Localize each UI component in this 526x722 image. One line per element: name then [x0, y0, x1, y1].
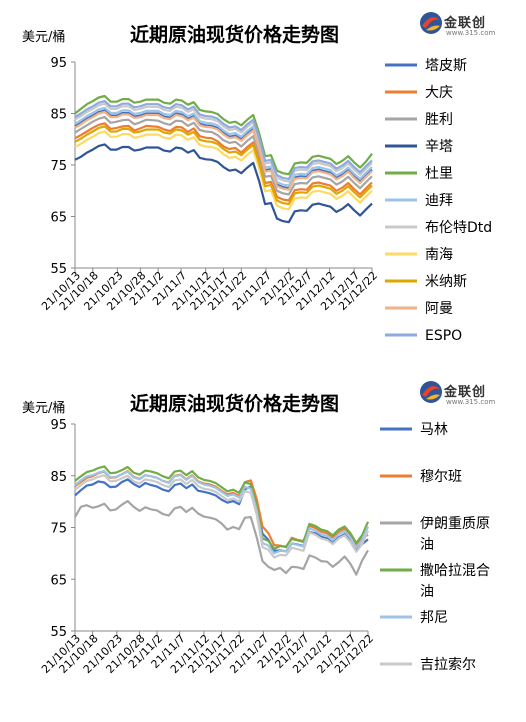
series-line-6	[74, 106, 373, 187]
y-tick-label: 75	[50, 159, 67, 174]
y-unit-label-2: 美元/桶	[22, 401, 66, 416]
series-line-5	[74, 94, 373, 176]
legend-label: 邦尼	[420, 610, 448, 626]
y-tick-label: 65	[50, 211, 67, 226]
logo-url: www.315.com	[446, 398, 496, 406]
y-tick-label: 65	[50, 573, 67, 588]
series-line-1	[74, 109, 373, 190]
legend-label-cont: 油	[420, 537, 434, 553]
legend-label: 布伦特Dtd	[425, 220, 492, 236]
legend-label: ESPO	[425, 328, 462, 344]
y-tick-label: 95	[50, 418, 67, 433]
y-unit-label-1: 美元/桶	[22, 30, 66, 45]
series-line-9	[74, 125, 373, 206]
line-chart-2: 556575859521/10/1321/10/1821/10/2321/10/…	[39, 418, 490, 676]
legend-label: 南海	[425, 247, 453, 263]
y-tick-label: 55	[50, 262, 67, 277]
legend-label: 马林	[420, 422, 448, 438]
y-tick-label: 85	[50, 470, 67, 485]
chart-title-2: 近期原油现货价格走势图	[130, 393, 340, 415]
logo-name: 金联创	[444, 385, 487, 400]
series-line-7	[74, 102, 373, 183]
legend-label: 迪拜	[425, 193, 453, 209]
logo-name: 金联创	[444, 16, 487, 31]
legend-label: 伊朗重质原	[420, 516, 490, 532]
legend-label: 撒哈拉混合	[420, 563, 490, 579]
brand-logo-2: 金联创 www.315.com	[418, 379, 508, 413]
series-line-4	[74, 143, 373, 224]
logo-icon	[420, 12, 442, 34]
series-line-8	[74, 130, 373, 211]
series-line-1	[74, 478, 369, 553]
series-line-4	[74, 465, 370, 550]
legend-label: 塔皮斯	[425, 58, 467, 74]
chart-panel-1: 近期原油现货价格走势图 美元/桶 金联创 www.315.com 55 65 75 8…	[22, 10, 508, 344]
y-tick-label: 85	[50, 108, 67, 123]
series-line-2	[74, 122, 373, 202]
series-line-3	[74, 115, 373, 196]
y-tick-label: 55	[50, 625, 67, 640]
logo-url: www.315.com	[446, 29, 496, 37]
legend-label: 吉拉索尔	[420, 656, 476, 673]
chart-panel-2: 近期原油现货价格走势图 美元/桶 金联创 www.315.com 55 65 75 8…	[0, 361, 526, 722]
series-line-10	[74, 110, 373, 191]
brand-logo-1: 金联创 www.315.com	[418, 10, 508, 44]
legend-label: 胜利	[425, 112, 453, 128]
logo-icon	[420, 381, 442, 403]
legend-label-cont: 油	[420, 584, 434, 600]
legend-label: 大庆	[425, 85, 453, 101]
chart-title-1: 近期原油现货价格走势图	[130, 24, 340, 46]
series-line-3	[74, 500, 369, 576]
y-tick-label: 75	[50, 522, 67, 537]
series-line-5	[74, 469, 370, 555]
legend-label: 米纳斯	[425, 274, 467, 290]
legend-label: 杜里	[425, 166, 453, 182]
legend-label: 阿曼	[425, 301, 453, 317]
y-tick-label: 95	[50, 56, 67, 71]
line-chart-1: 556575859521/10/1321/10/1821/10/2321/10/…	[39, 56, 492, 344]
series-line-11	[74, 99, 373, 180]
legend-label: 辛塔	[425, 139, 453, 155]
series-line-6	[74, 474, 370, 559]
legend-label: 穆尔班	[420, 469, 462, 485]
